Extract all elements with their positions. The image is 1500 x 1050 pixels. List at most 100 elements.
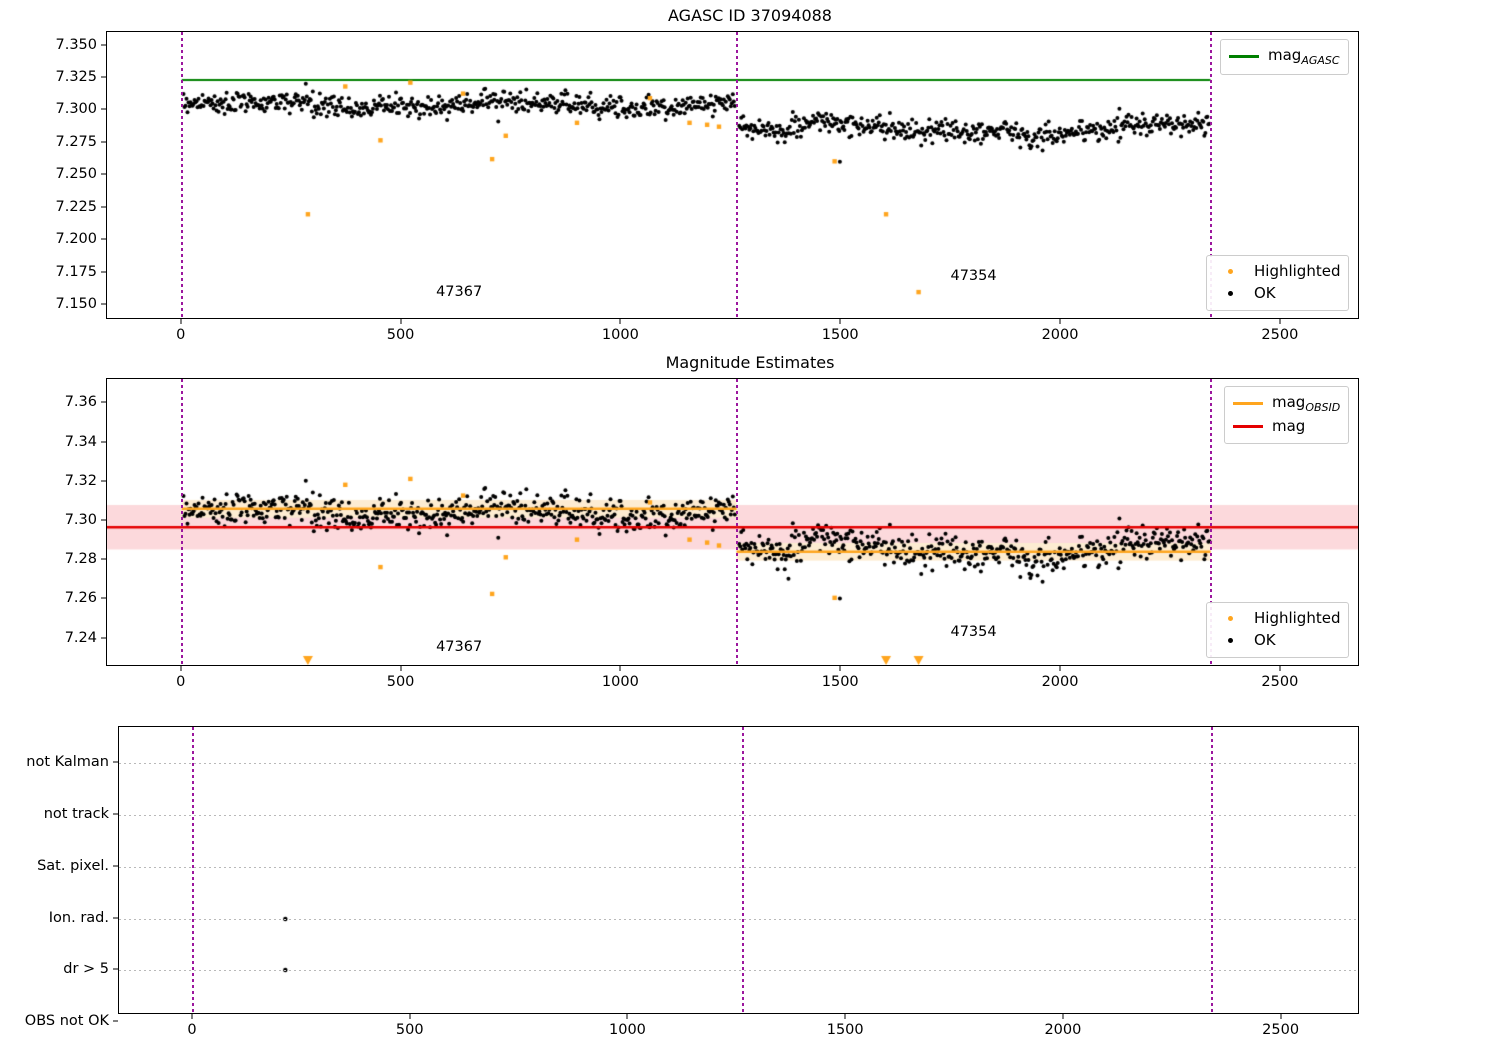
obsid-annotation-47354: 47354: [950, 623, 997, 640]
legend-dot: [1227, 290, 1233, 296]
y-tick-3: [101, 519, 106, 521]
legend-entry-magobsid[interactable]: magOBSID: [1233, 392, 1340, 416]
x-tick-0: [180, 319, 182, 324]
x-tick-5: [1279, 319, 1281, 324]
panel-1-title: AGASC ID 37094088: [668, 6, 832, 25]
y-tick-label-7.32: 7.32: [64, 472, 97, 489]
x-tick-label-2500: 2500: [1261, 674, 1299, 690]
x-tick-1: [400, 319, 402, 324]
legend-dot-swatch: [1215, 283, 1245, 305]
legend-entry-ok[interactable]: OK: [1215, 630, 1340, 652]
x-tick-label-500: 500: [395, 1022, 424, 1038]
x-tick-4: [1059, 319, 1061, 324]
y-tick-3: [101, 206, 106, 208]
x-tick-label-2000: 2000: [1041, 327, 1079, 343]
x-tick-label-2000: 2000: [1044, 1022, 1082, 1038]
panel-2-title: Magnitude Estimates: [665, 353, 835, 372]
x-tick-2: [619, 666, 621, 671]
legend-label: Highlighted: [1254, 262, 1341, 280]
y-tick-6: [101, 401, 106, 403]
flag-label-not-kalman: not Kalman: [26, 754, 109, 770]
obsid-divider-2: [1210, 727, 1213, 1013]
flag-gridline-1: [119, 815, 1358, 816]
x-tick-label-1500: 1500: [821, 674, 859, 690]
y-tick-7: [101, 76, 106, 78]
x-tick-4: [1059, 666, 1061, 671]
y-tick-label-7.325: 7.325: [55, 69, 97, 86]
x-tick-label-500: 500: [386, 327, 415, 343]
legend-line-swatch: [1233, 425, 1263, 429]
legend-dot-swatch: [1215, 608, 1245, 630]
y-tick-label-7.28: 7.28: [64, 551, 97, 568]
x-tick-3: [839, 666, 841, 671]
flag-gridline-4: [119, 970, 1358, 971]
legend-dot: [1227, 269, 1233, 274]
x-tick-2: [619, 319, 621, 324]
legend-sublabel: OBSID: [1305, 401, 1341, 414]
x-tick-label-1000: 1000: [601, 327, 639, 343]
flag-tick-4: [113, 968, 118, 970]
legend-entry-mag[interactable]: mag: [1233, 416, 1340, 438]
flag-tick-3: [113, 917, 118, 919]
y-tick-label-7.200: 7.200: [55, 231, 97, 248]
y-tick-label-7.250: 7.250: [55, 166, 97, 183]
legend-line-swatch: [1229, 55, 1259, 59]
y-tick-label-7.275: 7.275: [55, 133, 97, 150]
flags-plot-area: [118, 726, 1359, 1014]
y-tick-1: [101, 597, 106, 599]
y-tick-label-7.175: 7.175: [55, 263, 97, 280]
y-tick-label-7.30: 7.30: [64, 512, 97, 529]
agasc-legend-markers[interactable]: Highlighted OK: [1206, 255, 1350, 311]
flag-gridline-3: [119, 919, 1358, 920]
x-tick-label-1000: 1000: [609, 1022, 646, 1038]
flag-label-not-track: not track: [43, 806, 109, 822]
obsid-annotation-47367: 47367: [436, 639, 483, 656]
obsid-divider-0: [180, 32, 183, 318]
flag-label-ion-rad: Ion. rad.: [48, 910, 109, 926]
legend-dot: [1227, 637, 1233, 643]
y-tick-0: [101, 303, 106, 305]
y-tick-label-7.26: 7.26: [64, 590, 97, 607]
y-tick-5: [101, 141, 106, 143]
flag-gridline-0: [119, 763, 1358, 764]
x-tick-label-0: 0: [187, 1022, 197, 1038]
agasc-plot-area: 47367 47354: [106, 31, 1359, 319]
legend-entry-highlighted[interactable]: Highlighted: [1215, 261, 1340, 283]
x-tick-label-2500: 2500: [1262, 1022, 1300, 1038]
legend-entry-magagasc[interactable]: magAGASC: [1229, 45, 1340, 69]
x-tick-label-2500: 2500: [1261, 327, 1299, 343]
flag-tick-1: [113, 813, 118, 815]
y-tick-label-7.24: 7.24: [64, 629, 97, 646]
y-tick-6: [101, 108, 106, 110]
legend-dot-swatch: [1215, 261, 1245, 283]
x-tick-label-1500: 1500: [821, 327, 859, 343]
x-tick-label-0: 0: [176, 674, 186, 690]
legend-line-swatch: [1233, 402, 1263, 406]
obsid-divider-0: [192, 727, 195, 1013]
legend-sublabel: AGASC: [1301, 54, 1340, 67]
legend-label: Highlighted: [1254, 609, 1341, 627]
agasc-legend-lines[interactable]: magAGASC: [1220, 39, 1349, 75]
y-tick-8: [101, 44, 106, 46]
legend-entry-ok[interactable]: OK: [1215, 283, 1340, 305]
obsid-divider-0: [180, 379, 183, 665]
x-tick-0: [191, 1014, 193, 1019]
x-tick-3: [839, 319, 841, 324]
legend-label: OK: [1254, 630, 1276, 649]
magnitude-legend-lines[interactable]: magOBSID mag: [1224, 386, 1350, 444]
legend-entry-highlighted[interactable]: Highlighted: [1215, 608, 1340, 630]
x-tick-label-1500: 1500: [826, 1022, 864, 1038]
x-tick-2: [626, 1014, 628, 1019]
obsid-annotation-47354: 47354: [950, 268, 997, 285]
y-tick-label-7.350: 7.350: [55, 36, 97, 53]
x-tick-4: [1062, 1014, 1064, 1019]
y-tick-5: [101, 441, 106, 443]
y-tick-label-7.150: 7.150: [55, 296, 97, 313]
obsid-divider-1: [741, 727, 744, 1013]
legend-dot-swatch: [1215, 630, 1245, 652]
magnitude-legend-markers[interactable]: Highlighted OK: [1206, 602, 1350, 658]
